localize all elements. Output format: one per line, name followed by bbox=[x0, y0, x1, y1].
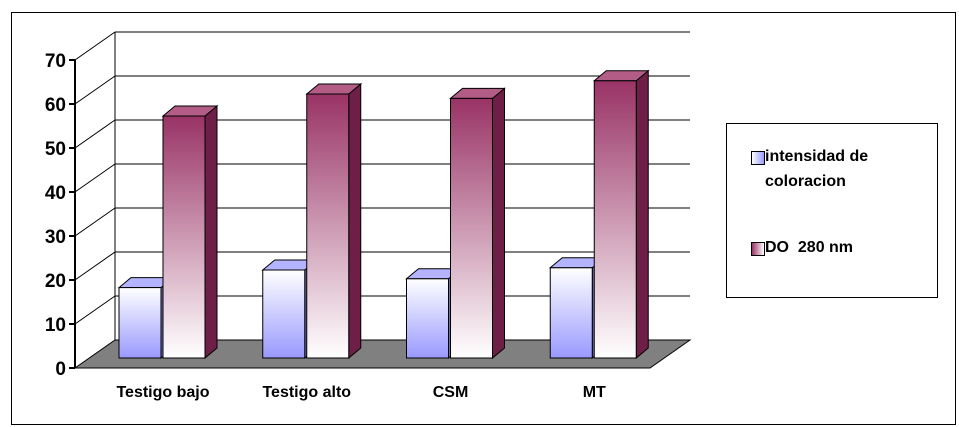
bar-front bbox=[593, 80, 637, 359]
bar-side bbox=[348, 82, 362, 360]
x-tick-label: CSM bbox=[433, 384, 469, 401]
y-tick-label: 70 bbox=[45, 51, 66, 72]
x-tick-label: Testigo bajo bbox=[116, 384, 209, 401]
y-tick-label: 0 bbox=[55, 359, 66, 380]
bar-front bbox=[549, 267, 593, 359]
bar-do280-2 bbox=[449, 87, 506, 360]
bar-front bbox=[406, 278, 449, 359]
y-tick-label: 20 bbox=[45, 271, 66, 292]
bar-do280-1 bbox=[305, 82, 363, 360]
legend-label: DO 280 nm bbox=[765, 239, 854, 256]
gridline-diagonal bbox=[74, 207, 116, 237]
bar-front bbox=[162, 115, 206, 359]
bar-do280-3 bbox=[592, 69, 650, 360]
bar-front bbox=[450, 97, 493, 359]
bar-front bbox=[306, 93, 350, 359]
bar-side bbox=[635, 69, 649, 360]
legend-swatch bbox=[751, 151, 765, 165]
legend-item-intensidad: intensidad de coloracion bbox=[751, 148, 940, 194]
y-tick-label: 50 bbox=[45, 139, 66, 160]
gridline-diagonal bbox=[74, 119, 116, 149]
legend: intensidad de coloracion DO 280 nm bbox=[726, 123, 938, 298]
gridline-diagonal bbox=[74, 163, 116, 193]
bar-front bbox=[118, 287, 162, 359]
floor bbox=[73, 339, 692, 369]
chart-floor bbox=[73, 339, 692, 369]
x-tick-label: Testigo alto bbox=[262, 384, 351, 401]
bars bbox=[117, 69, 650, 360]
y-tick-label: 30 bbox=[45, 227, 66, 248]
bar-do280-0 bbox=[161, 104, 219, 360]
gridline-diagonal bbox=[74, 295, 116, 325]
legend-label: intensidad de coloracion bbox=[765, 148, 869, 190]
gridline-diagonal bbox=[74, 75, 116, 105]
legend-item-do280: DO 280 nm bbox=[751, 239, 940, 260]
bar-side bbox=[492, 87, 505, 360]
y-tick-label: 40 bbox=[45, 183, 66, 204]
bar-side bbox=[204, 104, 218, 360]
category-labels: Testigo bajo Testigo alto CSM MT bbox=[116, 384, 606, 401]
gridline-diagonal bbox=[74, 31, 116, 61]
legend-swatch bbox=[751, 242, 765, 256]
y-tick-label: 10 bbox=[45, 315, 66, 336]
gridline-diagonal bbox=[74, 251, 116, 281]
bar-front bbox=[262, 269, 306, 359]
y-axis: 0 10 20 30 40 50 60 70 bbox=[45, 51, 76, 380]
x-tick-label: MT bbox=[583, 384, 606, 401]
y-tick-label: 60 bbox=[45, 95, 66, 116]
